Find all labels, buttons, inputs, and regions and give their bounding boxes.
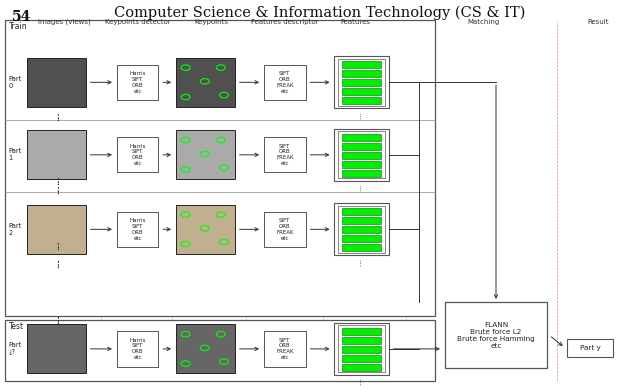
- Text: ⋯: ⋯: [358, 378, 365, 385]
- Bar: [116, 212, 159, 247]
- Bar: [27, 205, 86, 254]
- Bar: [334, 323, 388, 375]
- Bar: [339, 206, 385, 253]
- Text: ...: ...: [52, 240, 61, 250]
- Bar: [342, 226, 381, 233]
- Bar: [339, 325, 385, 372]
- Text: Part y: Part y: [580, 345, 600, 351]
- Bar: [342, 170, 381, 177]
- Bar: [116, 65, 159, 100]
- Bar: [342, 244, 381, 251]
- Text: ⋯: ⋯: [358, 184, 365, 191]
- Bar: [5, 20, 435, 316]
- Bar: [342, 235, 381, 242]
- Bar: [27, 131, 86, 180]
- Bar: [342, 152, 381, 159]
- Text: Keypoints detector: Keypoints detector: [105, 19, 170, 25]
- Bar: [342, 97, 381, 104]
- Bar: [342, 328, 381, 335]
- Bar: [116, 331, 159, 367]
- Text: ...: ...: [52, 112, 61, 122]
- Bar: [342, 79, 381, 86]
- Bar: [342, 355, 381, 362]
- Text: SIFT
ORB
FREAK
etc: SIFT ORB FREAK etc: [276, 218, 294, 241]
- Bar: [567, 339, 613, 357]
- Bar: [342, 61, 381, 68]
- Text: Result: Result: [588, 19, 609, 25]
- Bar: [27, 58, 86, 107]
- Bar: [342, 364, 381, 371]
- Text: FLANN
Brute force L2
Brute force Hamming
etc: FLANN Brute force L2 Brute force Hamming…: [457, 322, 535, 348]
- Text: ⋯: ⋯: [358, 112, 365, 119]
- Bar: [339, 59, 385, 106]
- Bar: [264, 331, 306, 367]
- Bar: [339, 131, 385, 178]
- Bar: [342, 70, 381, 77]
- Text: SIFT
ORB
FREAK
etc: SIFT ORB FREAK etc: [276, 338, 294, 360]
- Text: Harris
SIFT
ORB
etc: Harris SIFT ORB etc: [129, 218, 146, 241]
- Bar: [116, 137, 159, 172]
- Text: ...: ...: [52, 259, 61, 269]
- Text: Computer Science & Information Technology (CS & IT): Computer Science & Information Technolog…: [115, 6, 525, 20]
- Text: 54: 54: [12, 10, 31, 24]
- Text: ⋯: ⋯: [358, 259, 365, 266]
- Text: Part
0: Part 0: [8, 76, 22, 89]
- Bar: [176, 131, 235, 180]
- Bar: [342, 217, 381, 224]
- Bar: [27, 325, 86, 373]
- Text: Harris
SIFT
ORB
etc: Harris SIFT ORB etc: [129, 143, 146, 166]
- Text: Train: Train: [9, 22, 28, 31]
- Text: SIFT
ORB
FREAK
etc: SIFT ORB FREAK etc: [276, 143, 294, 166]
- Bar: [342, 134, 381, 141]
- Text: Test: Test: [9, 322, 24, 331]
- Bar: [264, 212, 306, 247]
- Bar: [342, 88, 381, 95]
- Text: Features: Features: [340, 19, 370, 25]
- Bar: [342, 346, 381, 353]
- Bar: [342, 337, 381, 344]
- Text: Harris
SIFT
ORB
etc: Harris SIFT ORB etc: [129, 71, 146, 94]
- Bar: [342, 161, 381, 168]
- Bar: [176, 325, 235, 373]
- Bar: [334, 203, 388, 255]
- Text: Part
1: Part 1: [8, 148, 22, 162]
- Bar: [5, 320, 435, 381]
- Text: Harris
SIFT
ORB
etc: Harris SIFT ORB etc: [129, 338, 146, 360]
- Text: ...: ...: [52, 176, 61, 185]
- Bar: [176, 205, 235, 254]
- Text: Matching: Matching: [467, 19, 499, 25]
- Text: Features descriptor: Features descriptor: [251, 19, 319, 25]
- Bar: [176, 58, 235, 107]
- Text: Images (views): Images (views): [38, 19, 90, 25]
- Bar: [264, 137, 306, 172]
- Text: Part
¿?: Part ¿?: [8, 342, 22, 356]
- Bar: [264, 65, 306, 100]
- Bar: [445, 302, 547, 368]
- Text: SIFT
ORB
FREAK
etc: SIFT ORB FREAK etc: [276, 71, 294, 94]
- Text: ...: ...: [52, 315, 61, 324]
- Bar: [342, 208, 381, 215]
- Text: ...: ...: [52, 184, 61, 194]
- Bar: [342, 143, 381, 150]
- Bar: [334, 129, 388, 181]
- Text: Keypoints: Keypoints: [194, 19, 228, 25]
- Bar: [334, 56, 388, 108]
- Text: Part
2: Part 2: [8, 223, 22, 236]
